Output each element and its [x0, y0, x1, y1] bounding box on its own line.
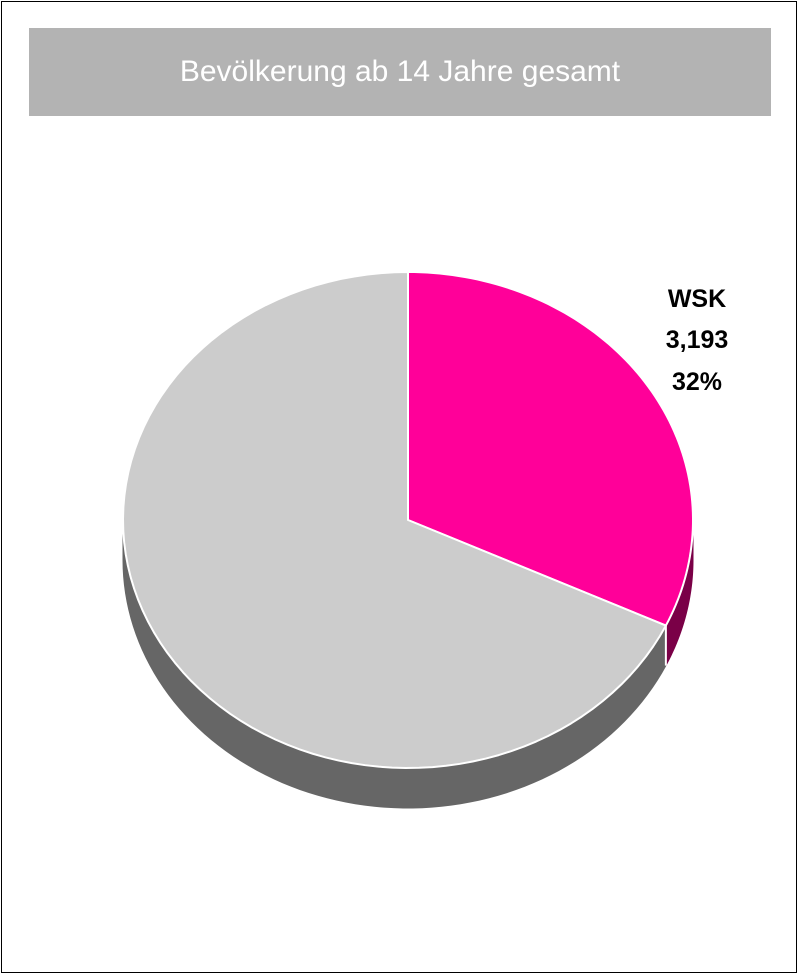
chart-title: Bevölkerung ab 14 Jahre gesamt: [179, 55, 621, 88]
slice-label-value: 3,193: [666, 326, 729, 354]
slice-label-wsk: WSK 3,193 32%: [666, 285, 729, 396]
pie-slice-rest: [122, 271, 667, 769]
pie-slice-wsk: [407, 271, 694, 627]
chart-title-bar: Bevölkerung ab 14 Jahre gesamt: [29, 28, 771, 116]
pie-top-group: [122, 271, 694, 769]
slice-label-name: WSK: [668, 285, 726, 313]
slice-label-percent: 32%: [672, 368, 722, 396]
